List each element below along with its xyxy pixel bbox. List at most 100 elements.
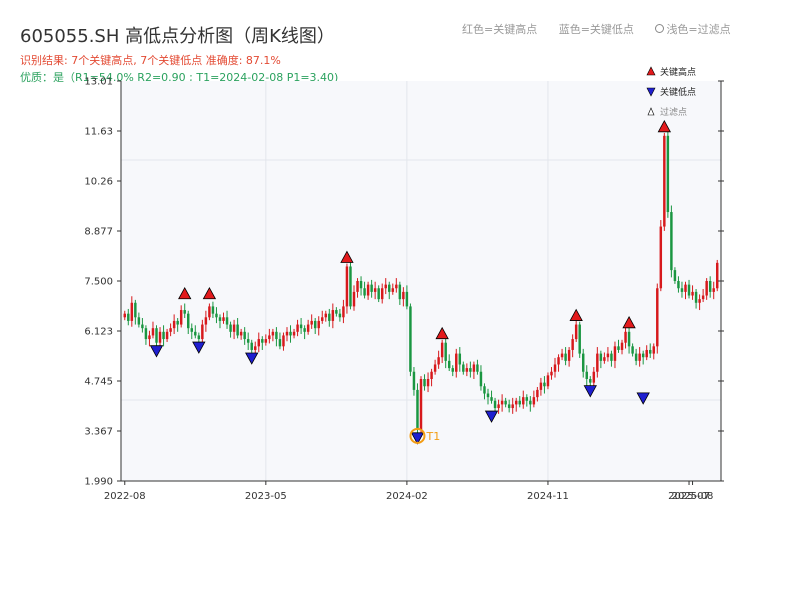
candle-body <box>328 313 331 321</box>
candle-body <box>433 364 437 372</box>
candle-body <box>472 364 476 372</box>
candle-body <box>465 368 469 372</box>
y-tick-label: 11.63 <box>84 127 113 138</box>
candle-body <box>483 386 486 394</box>
candle-body <box>324 313 328 318</box>
candle-body <box>539 382 543 390</box>
x-tick-label: 2024-11 <box>527 491 569 502</box>
candle-body <box>190 328 194 332</box>
chart-title: 605055.SH 高低点分析图（周K线图） <box>20 26 335 47</box>
candle-body <box>380 288 384 300</box>
candle-body <box>165 331 169 340</box>
candle-body <box>673 270 677 281</box>
legend-filtered-icon <box>647 107 655 116</box>
candle-body <box>514 400 518 405</box>
legend-high-icon <box>646 66 656 76</box>
legend-blue-text: 蓝色=关键低点 <box>558 23 634 36</box>
candle-body <box>634 353 638 361</box>
candle-body <box>596 353 599 372</box>
candle-body <box>243 331 246 340</box>
candle-body <box>645 349 648 358</box>
candle-body <box>416 389 419 430</box>
candle-body <box>268 335 271 340</box>
candle-body <box>338 313 342 318</box>
candle-body <box>229 324 232 332</box>
candle-body <box>232 324 236 332</box>
candle-body <box>574 324 578 340</box>
candle-body <box>451 368 454 372</box>
candle-body <box>486 393 490 398</box>
x-tick-label: 2023-05 <box>245 491 287 502</box>
candle-body <box>652 346 655 354</box>
candle-body <box>716 262 719 289</box>
candle-body <box>698 299 701 303</box>
x-tick-label: 2022-08 <box>104 491 146 502</box>
candle-body <box>543 382 546 387</box>
candle-body <box>680 288 684 292</box>
candle-body <box>211 306 215 314</box>
candle-body <box>366 284 370 296</box>
y-tick-label: 1.990 <box>84 477 113 488</box>
candle-body <box>567 349 571 361</box>
candle-body <box>409 306 412 372</box>
candle-body <box>571 339 574 350</box>
candle-body <box>141 324 144 329</box>
candle-body <box>585 371 588 380</box>
candle-body <box>123 313 126 318</box>
candle-body <box>225 317 229 325</box>
candle-body <box>522 397 525 405</box>
candle-body <box>289 331 292 336</box>
candle-body <box>659 226 663 289</box>
candle-body <box>179 310 183 325</box>
key-low-marker <box>149 345 164 358</box>
candle-body <box>285 331 289 336</box>
key-low-marker <box>583 385 597 398</box>
candle-body <box>321 317 324 321</box>
candle-body <box>529 400 532 405</box>
candle-body <box>299 324 303 329</box>
y-tick-label: 8.877 <box>84 227 113 238</box>
key-high-marker <box>657 119 672 133</box>
t1-circle <box>409 427 426 444</box>
candle-body <box>553 364 557 372</box>
candle-body <box>130 302 134 321</box>
candle-body <box>317 320 320 329</box>
candle-body <box>373 288 377 292</box>
candle-body <box>497 404 500 409</box>
candle-body <box>564 353 567 361</box>
candle-body <box>606 353 610 358</box>
candle-body <box>398 284 402 300</box>
legend-low-icon <box>646 87 656 97</box>
candle-body <box>345 266 349 307</box>
candle-body <box>578 324 581 354</box>
candle-body <box>303 328 306 332</box>
legend-red-text: 红色=关键高点 <box>462 23 538 36</box>
candle-body <box>610 353 613 361</box>
y-tick-label: 3.367 <box>84 427 113 438</box>
candle-body <box>560 353 564 358</box>
candle-body <box>624 331 627 343</box>
legend-label: 过滤点 <box>660 106 687 118</box>
candle-body <box>469 368 472 372</box>
candle-body <box>352 291 356 307</box>
candle-body <box>218 317 222 321</box>
candle-body <box>261 339 264 343</box>
candle-body <box>701 295 705 300</box>
candle-body <box>705 281 708 296</box>
candle-body <box>310 320 313 325</box>
candle-body <box>395 284 398 289</box>
candle-body <box>419 379 423 430</box>
candle-body <box>250 342 253 350</box>
quality-summary: 优质：是（R1=54.0% R2=0.90 ; T1=2024-02-08 P1… <box>20 71 339 84</box>
candle-body <box>620 342 624 350</box>
candle-body <box>479 371 483 387</box>
candle-body <box>656 288 659 347</box>
candle-body <box>313 320 317 329</box>
candle-body <box>254 346 257 350</box>
candle-body <box>613 346 617 361</box>
x-tick-label: 2025-07 <box>668 491 710 502</box>
candle-body <box>426 379 430 387</box>
candle-body <box>603 357 606 361</box>
candle-body <box>215 313 218 318</box>
